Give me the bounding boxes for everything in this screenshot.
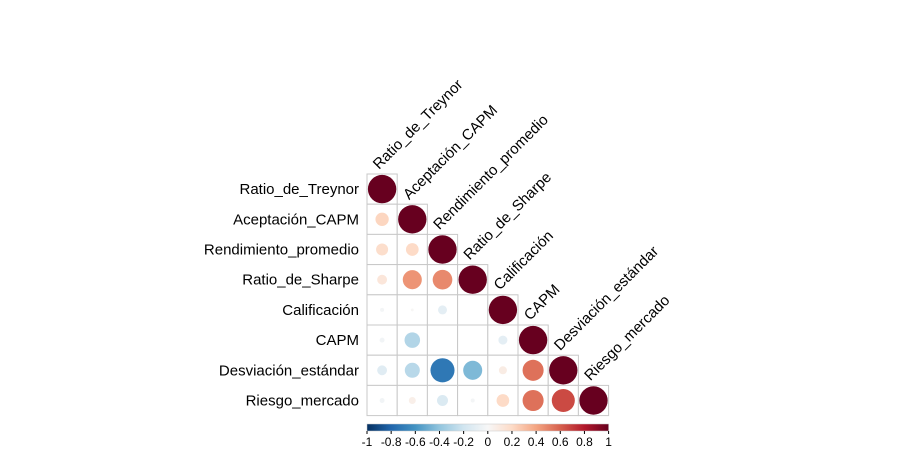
correlation-circle (367, 174, 397, 204)
grid-cell (366, 354, 398, 386)
grid-cell (457, 294, 489, 326)
colorbar-tick-label: 0 (484, 435, 491, 449)
correlation-circle (470, 398, 475, 403)
correlation-circle (404, 332, 421, 348)
correlation-circle (405, 243, 419, 256)
correlation-circle (496, 394, 510, 407)
colorbar-tick-label: 0.6 (552, 435, 569, 449)
correlation-circle (379, 398, 385, 403)
colorbar-tick-label: 0.4 (528, 435, 545, 449)
correlation-circle (432, 269, 453, 290)
correlation-circle (408, 397, 416, 404)
correlation-circle (402, 270, 422, 290)
correlation-circle (549, 356, 578, 385)
colorbar-tick-label: 0.2 (504, 435, 521, 449)
grid-cell (396, 264, 428, 296)
row-label: Ratio_de_Sharpe (242, 272, 359, 289)
circle-group (367, 174, 608, 415)
correlation-circle (437, 395, 448, 406)
correlation-circle (404, 362, 420, 378)
colorbar-tick-label: 0.8 (576, 435, 593, 449)
row-label: Calificación (282, 302, 359, 319)
correlation-circle (377, 274, 388, 285)
colorbar-tick-label: -1 (362, 435, 373, 449)
correlation-circle (375, 212, 389, 226)
correlation-circle (428, 235, 457, 264)
grid-cell (457, 324, 489, 356)
correlation-circle (376, 243, 389, 256)
column-label: Desviación_estándar (551, 243, 662, 354)
grid-cell (426, 324, 459, 356)
correlation-circle (498, 366, 507, 375)
colorbar-tick-label: -0.8 (381, 435, 402, 449)
correlation-circle (430, 358, 455, 383)
correlation-circle (398, 205, 427, 234)
row-label: Ratio_de_Treynor (239, 181, 359, 198)
row-labels: Ratio_de_Treynor Aceptación_CAPM Rendimien… (204, 181, 359, 409)
correlation-circle (380, 307, 385, 312)
correlation-circle (579, 386, 608, 415)
correlation-circle (463, 360, 483, 380)
colorbar: -1 -0.8 -0.6 -0.4 -0.2 0 0.2 0.4 0.6 0.8 1 (362, 423, 612, 449)
column-label: Calificación (491, 227, 557, 293)
correlation-circle (377, 365, 388, 376)
correlation-circle (458, 265, 487, 294)
correlation-circle (551, 388, 575, 413)
column-label: Rendimiento_promedio (430, 112, 552, 234)
correlation-circle (518, 325, 548, 355)
row-label: Aceptación_CAPM (233, 211, 359, 228)
colorbar-tick-label: -0.4 (429, 435, 450, 449)
correlation-circle (438, 305, 447, 315)
row-label: Rendimiento_promedio (204, 242, 359, 259)
colorbar-tick-label: 1 (605, 435, 612, 449)
correlation-circle (410, 308, 414, 312)
row-label: Riesgo_mercado (246, 393, 359, 410)
correlation-circle (488, 295, 518, 325)
correlation-circle (522, 359, 544, 381)
correlation-circle (522, 389, 544, 412)
correlation-circle (379, 337, 385, 343)
row-label: Desviación_estándar (219, 362, 359, 379)
row-label: CAPM (316, 332, 359, 349)
colorbar-gradient (366, 423, 609, 432)
colorbar-tick-label: -0.2 (453, 435, 474, 449)
colorbar-tick-label: -0.6 (405, 435, 426, 449)
column-label: CAPM (521, 281, 564, 324)
correlation-circle (498, 335, 508, 345)
